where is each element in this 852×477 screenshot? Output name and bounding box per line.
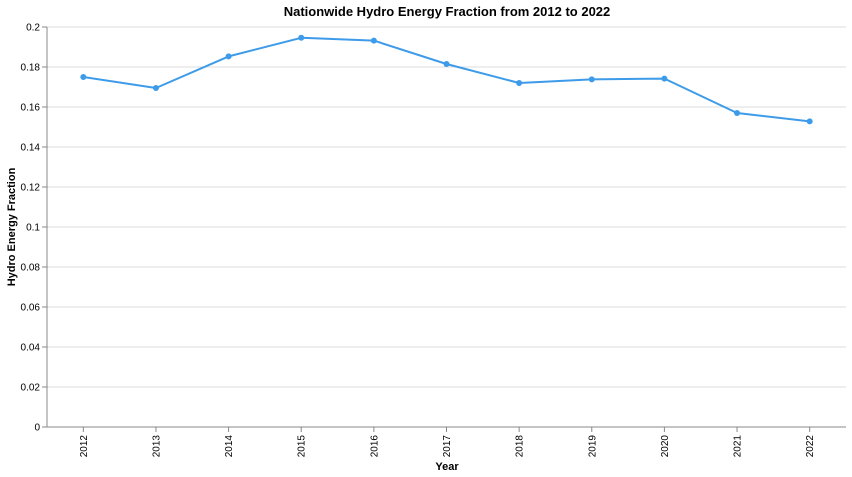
y-tick-label: 0.02 — [21, 383, 41, 394]
y-tick-label: 0.16 — [21, 103, 41, 114]
y-tick-label: 0.14 — [21, 143, 41, 154]
y-tick-label: 0 — [34, 423, 40, 434]
x-axis-ticks: 2012 2013 2014 2015 2016 2017 2018 2019 2020 2021… — [79, 427, 816, 457]
data-point — [516, 80, 523, 86]
series-line — [83, 36, 810, 123]
x-tick-label: 2015 — [297, 435, 308, 458]
data-point — [443, 61, 450, 67]
x-tick-label: 2016 — [369, 435, 380, 458]
data-point — [588, 76, 595, 83]
y-tick-label: 0.06 — [21, 303, 41, 314]
y-axis-ticks: 0 0.02 0.04 0.06 0.08 0.1 0.12 0.14 0.16 0.18 0.2 — [21, 23, 47, 434]
series-layer — [80, 34, 813, 125]
x-tick-label: 2022 — [805, 435, 816, 458]
y-tick-label: 0.12 — [21, 183, 41, 194]
data-point — [734, 110, 741, 116]
x-axis-title: Year — [435, 461, 459, 473]
x-tick-label: 2014 — [224, 435, 235, 458]
chart-title: Nationwide Hydro Energy Fraction from 20… — [284, 4, 611, 19]
x-tick-label: 2020 — [660, 435, 671, 458]
x-tick-label: 2018 — [515, 435, 526, 458]
x-tick-label: 2012 — [79, 435, 90, 458]
data-point — [80, 74, 87, 80]
y-tick-label: 0.2 — [26, 23, 40, 34]
data-point — [152, 85, 159, 91]
data-point — [298, 34, 305, 41]
y-tick-label: 0.08 — [21, 263, 41, 274]
y-tick-label: 0.04 — [21, 343, 41, 354]
y-tick-label: 0.1 — [26, 223, 40, 234]
grid-layer — [47, 26, 846, 388]
x-tick-label: 2017 — [442, 435, 453, 458]
x-tick-label: 2021 — [733, 435, 744, 458]
data-point — [370, 37, 377, 44]
y-tick-label: 0.18 — [21, 63, 41, 74]
x-tick-label: 2013 — [151, 435, 162, 458]
data-point — [806, 118, 813, 125]
data-point — [225, 53, 232, 60]
data-point — [661, 75, 668, 82]
x-tick-label: 2019 — [587, 435, 598, 458]
y-axis-title: Hydro Energy Fraction — [6, 167, 18, 286]
